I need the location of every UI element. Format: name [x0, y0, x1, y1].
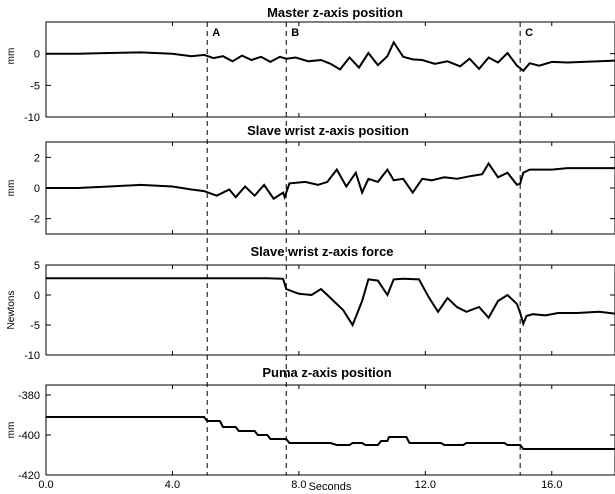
panel-title: Puma z-axis position	[262, 365, 391, 380]
y-tick-label: -380	[18, 390, 40, 402]
y-ticks: 5 0 -5 -10	[24, 260, 615, 362]
marker-label-c: C	[525, 27, 533, 39]
panel-title: Master z-axis position	[267, 5, 403, 20]
y-tick-label: 0	[34, 290, 40, 302]
y-ticks: -380 -400 -420	[18, 390, 615, 482]
y-axis-label: mm	[6, 422, 17, 439]
y-axis-label: mm	[6, 48, 17, 65]
y-axis-label: Newtons	[6, 291, 17, 330]
y-tick-label: -5	[30, 320, 40, 332]
panel-title: Slave wrist z-axis position	[247, 123, 409, 138]
panel-slave-wrist-force: Slave wrist z-axis force Newtons 5 0 -5 -10	[6, 244, 615, 362]
series-line	[46, 161, 615, 201]
marker-label-b: B	[291, 27, 299, 39]
x-tick-label: 12.0	[415, 479, 436, 491]
y-ticks: 0 -5 -10	[24, 49, 615, 124]
x-ticks: 0.0 4.0 8.0 12.0 16.0	[38, 479, 562, 491]
y-tick-label: -5	[30, 80, 40, 92]
x-tick-label: 16.0	[541, 479, 562, 491]
plot-frame	[45, 264, 615, 356]
y-tick-label: -10	[24, 350, 40, 362]
series-line	[46, 416, 615, 450]
y-tick-label: 0	[34, 49, 40, 61]
y-tick-label: -420	[18, 470, 40, 482]
x-tick-label: 8.0	[291, 479, 306, 491]
x-tick-label: 4.0	[165, 479, 180, 491]
y-tick-label: -400	[18, 430, 40, 442]
panel-master-position: Master z-axis position mm 0 -5 -10	[6, 5, 615, 124]
series-line	[46, 277, 615, 328]
y-tick-label: 5	[34, 260, 40, 272]
series-line	[46, 40, 615, 73]
y-tick-label: -10	[24, 112, 40, 124]
y-tick-label: 0	[34, 183, 40, 195]
marker-label-a: A	[212, 27, 220, 39]
x-axis-label: Seconds	[309, 481, 352, 493]
panel-puma-position: Puma z-axis position mm -380 -400 -420 0.0…	[6, 365, 615, 493]
y-tick-label: 2	[34, 152, 40, 164]
panel-title: Slave wrist z-axis force	[250, 244, 393, 259]
x-tick-label: 0.0	[38, 479, 53, 491]
y-axis-label: mm	[6, 180, 17, 197]
panel-slave-wrist-position: Slave wrist z-axis position mm 2 0 -2	[6, 123, 615, 235]
plot-frame	[45, 21, 615, 118]
y-tick-label: -2	[30, 214, 40, 226]
event-markers: A B C	[206, 22, 533, 475]
plot-frame	[45, 141, 615, 235]
y-ticks: 2 0 -2	[30, 152, 615, 226]
plot-frame	[45, 384, 615, 476]
